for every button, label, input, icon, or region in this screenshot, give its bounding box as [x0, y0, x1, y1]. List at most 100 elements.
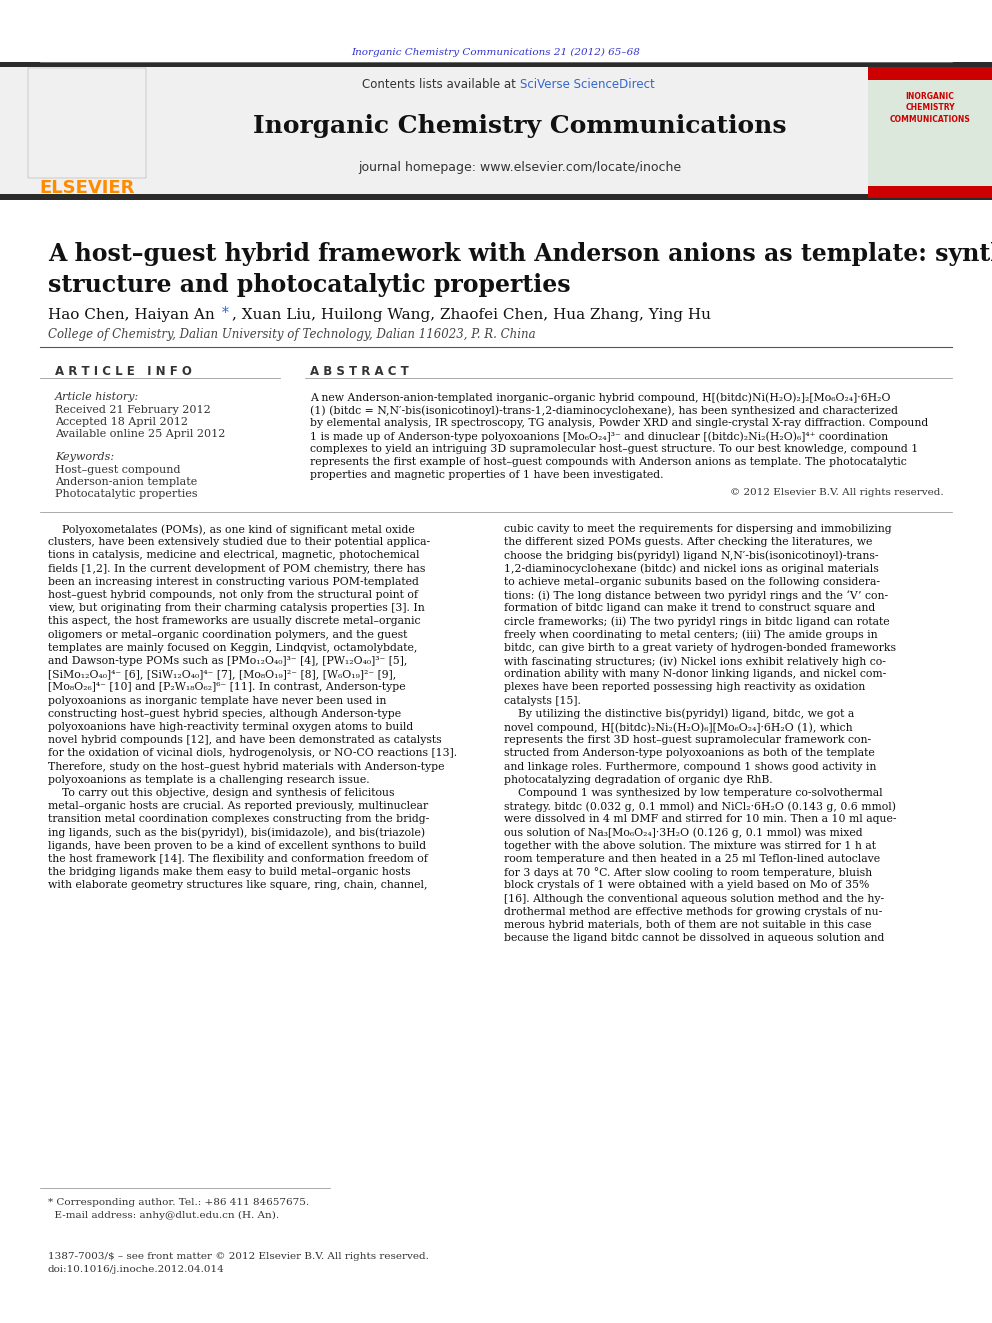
Text: room temperature and then heated in a 25 ml Teflon-lined autoclave: room temperature and then heated in a 25… — [504, 855, 880, 864]
Text: SciVerse ScienceDirect: SciVerse ScienceDirect — [520, 78, 655, 90]
Text: to achieve metal–organic subunits based on the following considera-: to achieve metal–organic subunits based … — [504, 577, 880, 587]
Text: A host–guest hybrid framework with Anderson anions as template: synthesis, cryst: A host–guest hybrid framework with Ander… — [48, 242, 992, 296]
Text: clusters, have been extensively studied due to their potential applica-: clusters, have been extensively studied … — [48, 537, 431, 548]
Text: polyoxoanions as inorganic template have never been used in: polyoxoanions as inorganic template have… — [48, 696, 386, 705]
Text: by elemental analysis, IR spectroscopy, TG analysis, Powder XRD and single-cryst: by elemental analysis, IR spectroscopy, … — [310, 418, 929, 429]
Text: tions in catalysis, medicine and electrical, magnetic, photochemical: tions in catalysis, medicine and electri… — [48, 550, 420, 561]
Text: Keywords:: Keywords: — [55, 452, 114, 462]
Text: novel hybrid compounds [12], and have been demonstrated as catalysts: novel hybrid compounds [12], and have be… — [48, 736, 441, 745]
Text: Photocatalytic properties: Photocatalytic properties — [55, 490, 197, 499]
Text: were dissolved in 4 ml DMF and stirred for 10 min. Then a 10 ml aque-: were dissolved in 4 ml DMF and stirred f… — [504, 815, 897, 824]
Text: with elaborate geometry structures like square, ring, chain, channel,: with elaborate geometry structures like … — [48, 880, 428, 890]
Text: Available online 25 April 2012: Available online 25 April 2012 — [55, 429, 225, 439]
Text: metal–organic hosts are crucial. As reported previously, multinuclear: metal–organic hosts are crucial. As repo… — [48, 802, 429, 811]
Bar — [0, 194, 992, 200]
Text: Compound 1 was synthesized by low temperature co-solvothermal: Compound 1 was synthesized by low temper… — [504, 789, 883, 798]
Text: been an increasing interest in constructing various POM-templated: been an increasing interest in construct… — [48, 577, 419, 587]
Bar — [0, 62, 992, 67]
Text: together with the above solution. The mixture was stirred for 1 h at: together with the above solution. The mi… — [504, 841, 876, 851]
Text: ELSEVIER: ELSEVIER — [40, 179, 135, 197]
Text: doi:10.1016/j.inoche.2012.04.014: doi:10.1016/j.inoche.2012.04.014 — [48, 1265, 225, 1274]
Text: view, but originating from their charming catalysis properties [3]. In: view, but originating from their charmin… — [48, 603, 425, 613]
Bar — [868, 187, 992, 198]
Bar — [0, 67, 992, 198]
Bar — [28, 67, 146, 179]
Text: the different sized POMs guests. After checking the literatures, we: the different sized POMs guests. After c… — [504, 537, 872, 548]
Text: A new Anderson-anion-templated inorganic–organic hybrid compound, H[(bitdc)Ni(H₂: A new Anderson-anion-templated inorganic… — [310, 392, 891, 402]
Text: templates are mainly focused on Keggin, Lindqvist, octamolybdate,: templates are mainly focused on Keggin, … — [48, 643, 418, 652]
Text: represents the first example of host–guest compounds with Anderson anions as tem: represents the first example of host–gue… — [310, 456, 907, 467]
Text: A B S T R A C T: A B S T R A C T — [310, 365, 409, 378]
Text: ing ligands, such as the bis(pyridyl), bis(imidazole), and bis(triazole): ing ligands, such as the bis(pyridyl), b… — [48, 828, 426, 839]
Text: represents the first 3D host–guest supramolecular framework con-: represents the first 3D host–guest supra… — [504, 736, 871, 745]
Text: ous solution of Na₃[Mo₆O₂₄]·3H₂O (0.126 g, 0.1 mmol) was mixed: ous solution of Na₃[Mo₆O₂₄]·3H₂O (0.126 … — [504, 828, 863, 839]
Text: structed from Anderson-type polyoxoanions as both of the template: structed from Anderson-type polyoxoanion… — [504, 749, 875, 758]
Text: 1 is made up of Anderson-type polyoxoanions [Mo₆O₂₄]³⁻ and dinuclear [(bitdc)₂Ni: 1 is made up of Anderson-type polyoxoani… — [310, 431, 888, 442]
Text: and Dawson-type POMs such as [PMo₁₂O₄₀]³⁻ [4], [PW₁₂O₄₀]³⁻ [5],: and Dawson-type POMs such as [PMo₁₂O₄₀]³… — [48, 656, 408, 665]
Text: * Corresponding author. Tel.: +86 411 84657675.: * Corresponding author. Tel.: +86 411 84… — [48, 1199, 310, 1207]
Text: [Mo₈O₂₆]⁴⁻ [10] and [P₂W₁₈O₆₂]⁶⁻ [11]. In contrast, Anderson-type: [Mo₈O₂₆]⁴⁻ [10] and [P₂W₁₈O₆₂]⁶⁻ [11]. I… — [48, 683, 406, 692]
Text: Accepted 18 April 2012: Accepted 18 April 2012 — [55, 417, 188, 427]
Text: oligomers or metal–organic coordination polymers, and the guest: oligomers or metal–organic coordination … — [48, 630, 408, 639]
Text: INORGANIC
CHEMISTRY
COMMUNICATIONS: INORGANIC CHEMISTRY COMMUNICATIONS — [890, 91, 970, 124]
Text: Article history:: Article history: — [55, 392, 139, 402]
Text: Host–guest compound: Host–guest compound — [55, 464, 181, 475]
Text: [SiMo₁₂O₄₀]⁴⁻ [6], [SiW₁₂O₄₀]⁴⁻ [7], [Mo₈O₁₉]²⁻ [8], [W₆O₁₉]²⁻ [9],: [SiMo₁₂O₄₀]⁴⁻ [6], [SiW₁₂O₄₀]⁴⁻ [7], [Mo… — [48, 669, 396, 679]
Text: strategy. bitdc (0.032 g, 0.1 mmol) and NiCl₂·6H₂O (0.143 g, 0.6 mmol): strategy. bitdc (0.032 g, 0.1 mmol) and … — [504, 802, 896, 812]
Text: the bridging ligands make them easy to build metal–organic hosts: the bridging ligands make them easy to b… — [48, 867, 411, 877]
Text: drothermal method are effective methods for growing crystals of nu-: drothermal method are effective methods … — [504, 906, 882, 917]
Text: A R T I C L E   I N F O: A R T I C L E I N F O — [55, 365, 191, 378]
Text: Polyoxometalates (POMs), as one kind of significant metal oxide: Polyoxometalates (POMs), as one kind of … — [48, 524, 415, 534]
Text: To carry out this objective, design and synthesis of felicitous: To carry out this objective, design and … — [48, 789, 395, 798]
Text: polyoxoanions as template is a challenging research issue.: polyoxoanions as template is a challengi… — [48, 775, 370, 785]
Text: tions: (i) The long distance between two pyridyl rings and the ‘V’ con-: tions: (i) The long distance between two… — [504, 590, 888, 601]
Text: circle frameworks; (ii) The two pyridyl rings in bitdc ligand can rotate: circle frameworks; (ii) The two pyridyl … — [504, 617, 890, 627]
Text: this aspect, the host frameworks are usually discrete metal–organic: this aspect, the host frameworks are usu… — [48, 617, 421, 626]
Text: complexes to yield an intriguing 3D supramolecular host–guest structure. To our : complexes to yield an intriguing 3D supr… — [310, 445, 919, 454]
Text: 1387-7003/$ – see front matter © 2012 Elsevier B.V. All rights reserved.: 1387-7003/$ – see front matter © 2012 El… — [48, 1252, 429, 1261]
Text: polyoxoanions have high-reactivity terminal oxygen atoms to build: polyoxoanions have high-reactivity termi… — [48, 722, 414, 732]
Text: choose the bridging bis(pyridyl) ligand N,N′-bis(isonicotinoyl)-trans-: choose the bridging bis(pyridyl) ligand … — [504, 550, 879, 561]
Text: transition metal coordination complexes constructing from the bridg-: transition metal coordination complexes … — [48, 815, 430, 824]
Text: College of Chemistry, Dalian University of Technology, Dalian 116023, P. R. Chin: College of Chemistry, Dalian University … — [48, 328, 536, 341]
Text: catalysts [15].: catalysts [15]. — [504, 696, 581, 705]
Text: constructing host–guest hybrid species, although Anderson-type: constructing host–guest hybrid species, … — [48, 709, 401, 718]
Text: By utilizing the distinctive bis(pyridyl) ligand, bitdc, we got a: By utilizing the distinctive bis(pyridyl… — [504, 709, 854, 720]
Text: journal homepage: www.elsevier.com/locate/inoche: journal homepage: www.elsevier.com/locat… — [358, 161, 682, 175]
Text: cubic cavity to meet the requirements for dispersing and immobilizing: cubic cavity to meet the requirements fo… — [504, 524, 892, 534]
Text: E-mail address: anhy@dlut.edu.cn (H. An).: E-mail address: anhy@dlut.edu.cn (H. An)… — [48, 1211, 279, 1220]
Text: for 3 days at 70 °C. After slow cooling to room temperature, bluish: for 3 days at 70 °C. After slow cooling … — [504, 867, 872, 878]
Text: *: * — [222, 306, 229, 320]
Text: the host framework [14]. The flexibility and conformation freedom of: the host framework [14]. The flexibility… — [48, 855, 428, 864]
Text: Inorganic Chemistry Communications 21 (2012) 65–68: Inorganic Chemistry Communications 21 (2… — [351, 48, 641, 57]
Text: Inorganic Chemistry Communications: Inorganic Chemistry Communications — [253, 114, 787, 138]
Text: host–guest hybrid compounds, not only from the structural point of: host–guest hybrid compounds, not only fr… — [48, 590, 418, 601]
Text: for the oxidation of vicinal diols, hydrogenolysis, or NO-CO reactions [13].: for the oxidation of vicinal diols, hydr… — [48, 749, 457, 758]
Text: Received 21 February 2012: Received 21 February 2012 — [55, 405, 210, 415]
Text: novel compound, H[(bitdc)₂Ni₂(H₂O)₆][Mo₆O₂₄]·6H₂O (1), which: novel compound, H[(bitdc)₂Ni₂(H₂O)₆][Mo₆… — [504, 722, 853, 733]
Text: with fascinating structures; (iv) Nickel ions exhibit relatively high co-: with fascinating structures; (iv) Nickel… — [504, 656, 886, 667]
Text: and linkage roles. Furthermore, compound 1 shows good activity in: and linkage roles. Furthermore, compound… — [504, 762, 876, 771]
Text: Contents lists available at: Contents lists available at — [362, 78, 520, 90]
Text: [16]. Although the conventional aqueous solution method and the hy-: [16]. Although the conventional aqueous … — [504, 893, 884, 904]
Text: plexes have been reported possessing high reactivity as oxidation: plexes have been reported possessing hig… — [504, 683, 865, 692]
Text: Hao Chen, Haiyan An: Hao Chen, Haiyan An — [48, 308, 219, 321]
Text: photocatalyzing degradation of organic dye RhB.: photocatalyzing degradation of organic d… — [504, 775, 773, 785]
Text: Anderson-anion template: Anderson-anion template — [55, 478, 197, 487]
Bar — [868, 67, 992, 79]
Text: ligands, have been proven to be a kind of excellent synthons to build: ligands, have been proven to be a kind o… — [48, 841, 427, 851]
Text: block crystals of 1 were obtained with a yield based on Mo of 35%: block crystals of 1 were obtained with a… — [504, 880, 869, 890]
Text: ordination ability with many N-donor linking ligands, and nickel com-: ordination ability with many N-donor lin… — [504, 669, 886, 679]
Text: (1) (bitdc = N,N′-bis(isonicotinoyl)-trans-1,2-diaminocyclohexane), has been syn: (1) (bitdc = N,N′-bis(isonicotinoyl)-tra… — [310, 405, 898, 415]
Text: properties and magnetic properties of 1 have been investigated.: properties and magnetic properties of 1 … — [310, 470, 664, 480]
Text: because the ligand bitdc cannot be dissolved in aqueous solution and: because the ligand bitdc cannot be disso… — [504, 933, 885, 943]
Bar — [868, 67, 992, 198]
Text: merous hybrid materials, both of them are not suitable in this case: merous hybrid materials, both of them ar… — [504, 919, 872, 930]
Text: , Xuan Liu, Huilong Wang, Zhaofei Chen, Hua Zhang, Ying Hu: , Xuan Liu, Huilong Wang, Zhaofei Chen, … — [232, 308, 711, 321]
Text: © 2012 Elsevier B.V. All rights reserved.: © 2012 Elsevier B.V. All rights reserved… — [730, 488, 944, 497]
Text: 1,2-diaminocyclohexane (bitdc) and nickel ions as original materials: 1,2-diaminocyclohexane (bitdc) and nicke… — [504, 564, 879, 574]
Text: formation of bitdc ligand can make it trend to construct square and: formation of bitdc ligand can make it tr… — [504, 603, 875, 613]
Text: bitdc, can give birth to a great variety of hydrogen-bonded frameworks: bitdc, can give birth to a great variety… — [504, 643, 896, 652]
Text: Therefore, study on the host–guest hybrid materials with Anderson-type: Therefore, study on the host–guest hybri… — [48, 762, 444, 771]
Text: fields [1,2]. In the current development of POM chemistry, there has: fields [1,2]. In the current development… — [48, 564, 426, 574]
